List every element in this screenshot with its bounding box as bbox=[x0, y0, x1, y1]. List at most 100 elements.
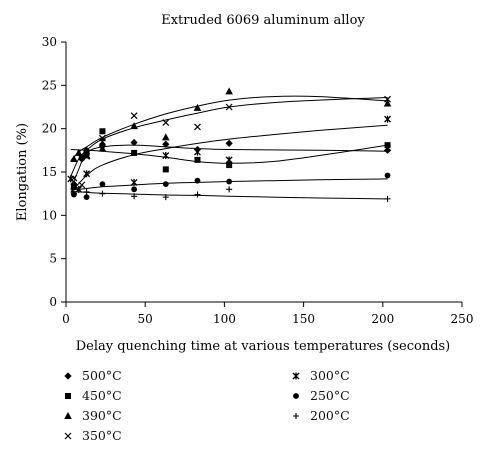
legend-label: 300°C bbox=[310, 368, 350, 383]
data-point-plus bbox=[99, 190, 106, 197]
trend-line-plus bbox=[70, 191, 388, 200]
y-tick-label: 10 bbox=[42, 208, 57, 222]
y-tick-label: 5 bbox=[49, 252, 57, 266]
data-point-square bbox=[194, 156, 201, 163]
data-point-star bbox=[130, 178, 138, 186]
trend-line-circle bbox=[70, 178, 388, 191]
data-point-triangle bbox=[98, 144, 107, 152]
legend-marker-square bbox=[65, 392, 71, 399]
data-point-circle bbox=[194, 177, 201, 184]
data-point-plus bbox=[226, 186, 233, 193]
y-axis-label: Elongation (%) bbox=[15, 123, 30, 221]
data-point-circle bbox=[99, 181, 106, 188]
legend-item-diamond: 500°C bbox=[62, 368, 122, 383]
data-point-diamond bbox=[130, 138, 138, 147]
legend-marker-circle bbox=[293, 392, 299, 399]
x-tick-label: 200 bbox=[371, 312, 394, 326]
data-point-circle bbox=[226, 178, 233, 185]
data-point-circle bbox=[83, 194, 90, 201]
data-point-plus bbox=[70, 190, 77, 197]
data-point-triangle bbox=[82, 151, 91, 159]
legend-item-square: 450°C bbox=[62, 388, 122, 403]
trend-line-triangle bbox=[70, 95, 388, 162]
legend-label: 350°C bbox=[82, 428, 122, 443]
data-point-triangle bbox=[161, 133, 170, 141]
legend-item-plus: 200°C bbox=[290, 408, 350, 423]
legend-label: 250°C bbox=[310, 388, 350, 403]
square-marker-icon bbox=[65, 392, 71, 399]
legend-label: 500°C bbox=[82, 368, 122, 383]
legend-item-star: 300°C bbox=[290, 368, 350, 383]
data-point-star bbox=[98, 138, 106, 146]
plus-marker-icon bbox=[293, 412, 299, 419]
data-point-square bbox=[78, 154, 85, 161]
legend-label: 390°C bbox=[82, 408, 122, 423]
legend-item-circle: 250°C bbox=[290, 388, 350, 403]
legend-item-x: 350°C bbox=[62, 428, 122, 443]
data-point-plus bbox=[384, 195, 391, 202]
data-point-star bbox=[225, 156, 233, 164]
data-point-diamond bbox=[162, 140, 170, 148]
x-marker-icon bbox=[64, 432, 72, 439]
data-point-square bbox=[226, 162, 233, 169]
data-point-x bbox=[384, 95, 391, 103]
y-tick-label: 30 bbox=[42, 35, 57, 49]
legend-marker-star bbox=[292, 372, 300, 379]
data-point-diamond bbox=[225, 139, 233, 147]
data-point-triangle bbox=[130, 122, 138, 130]
axes: 0 5 10 15 20 25 30 0 50 100 150 200 250 bbox=[42, 35, 474, 326]
y-tick-label: 15 bbox=[42, 165, 57, 179]
data-point-star bbox=[162, 152, 170, 160]
data-point-plus bbox=[83, 188, 90, 195]
data-point-star bbox=[83, 170, 91, 178]
data-point-triangle bbox=[74, 148, 83, 156]
y-tick-label: 25 bbox=[42, 78, 57, 92]
data-point-triangle bbox=[70, 155, 78, 162]
diamond-marker-icon bbox=[64, 371, 72, 380]
data-point-circle bbox=[131, 186, 138, 193]
data-point-square bbox=[162, 166, 169, 173]
x-tick-label: 250 bbox=[451, 312, 474, 326]
data-point-square bbox=[99, 128, 106, 135]
data-point-plus bbox=[194, 191, 201, 198]
data-point-x bbox=[130, 112, 138, 120]
data-point-x bbox=[194, 123, 201, 131]
legend-marker-x bbox=[64, 432, 72, 439]
data-point-diamond bbox=[383, 146, 392, 154]
data-point-star bbox=[75, 185, 83, 193]
y-tick-label: 0 bbox=[49, 295, 57, 309]
data-point-x bbox=[83, 152, 91, 160]
legend-marker-triangle bbox=[64, 411, 72, 419]
data-point-triangle bbox=[383, 99, 392, 107]
data-point-square bbox=[131, 149, 138, 156]
data-point-triangle bbox=[225, 87, 233, 95]
x-tick-label: 0 bbox=[62, 312, 70, 326]
x-tick-label: 150 bbox=[292, 312, 315, 326]
data-point-square bbox=[70, 183, 77, 190]
data-point-star bbox=[384, 115, 392, 123]
trend-line-star bbox=[70, 124, 388, 194]
data-point-plus bbox=[131, 193, 138, 200]
data-points bbox=[67, 87, 392, 202]
data-point-square bbox=[384, 142, 391, 149]
star-marker-icon bbox=[292, 372, 300, 379]
legend-marker-plus bbox=[293, 412, 299, 419]
trend-line-square bbox=[70, 144, 388, 164]
x-axis-label: Delay quenching time at various temperat… bbox=[76, 339, 451, 354]
data-point-x bbox=[225, 103, 233, 111]
data-point-star bbox=[194, 148, 201, 156]
data-point-circle bbox=[162, 181, 169, 188]
y-tick-label: 20 bbox=[42, 122, 57, 136]
data-point-triangle bbox=[193, 103, 202, 111]
legend-label: 450°C bbox=[82, 388, 122, 403]
legend-item-triangle: 390°C bbox=[62, 408, 122, 423]
x-tick-label: 50 bbox=[138, 312, 153, 326]
data-point-circle bbox=[384, 172, 391, 179]
triangle-marker-icon bbox=[64, 411, 72, 419]
legend-marker-diamond bbox=[64, 371, 72, 380]
data-point-star bbox=[67, 175, 75, 183]
chart-title: Extruded 6069 aluminum alloy bbox=[161, 13, 365, 28]
data-point-x bbox=[78, 181, 86, 189]
circle-marker-icon bbox=[293, 392, 299, 399]
